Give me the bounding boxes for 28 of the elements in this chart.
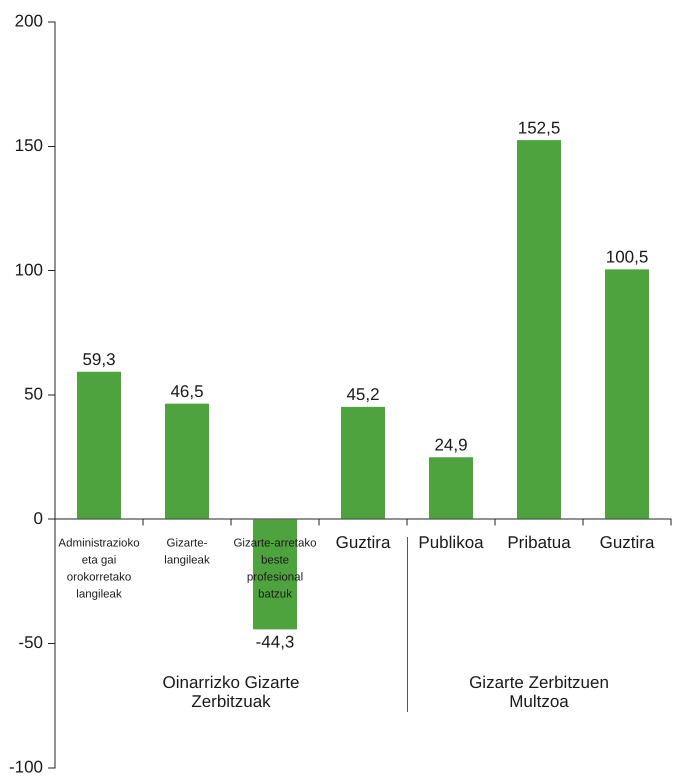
y-tick-label: -100	[8, 757, 43, 776]
y-tick-label: 50	[24, 384, 43, 404]
data-label: 46,5	[170, 382, 204, 401]
x-tick-label: Guztira	[336, 532, 391, 552]
y-tick-label: 150	[14, 136, 43, 155]
bar	[429, 457, 473, 519]
annotation: Gizarte Zerbitzuen Multzoa	[468, 673, 610, 712]
bar	[77, 372, 121, 519]
y-tick-label: 200	[14, 12, 43, 31]
y-tick-label: 100	[14, 260, 43, 280]
bar	[165, 404, 209, 519]
data-label: 24,9	[434, 435, 468, 454]
x-tick-label: Pribatua	[507, 532, 572, 552]
x-tick-label: Gizarte-langileak	[164, 537, 210, 566]
x-tick-label: Publikoa	[418, 532, 484, 552]
bar	[341, 406, 385, 519]
bar	[605, 269, 649, 519]
y-tick-label: 0	[34, 508, 43, 528]
annotation: Oinarrizko Gizarte Zerbitzuak	[162, 673, 300, 712]
bar	[517, 140, 561, 519]
x-tick-label: Administrazioko eta gai orokorretako langileak	[58, 537, 140, 600]
data-label: 59,3	[82, 350, 116, 369]
data-label: 152,5	[518, 118, 560, 138]
data-label: -44,3	[256, 632, 294, 652]
y-tick-label: -50	[18, 633, 43, 652]
data-label: 100,5	[606, 248, 648, 267]
x-tick-label: Guztira	[600, 532, 655, 552]
data-label: 45,2	[346, 385, 380, 404]
